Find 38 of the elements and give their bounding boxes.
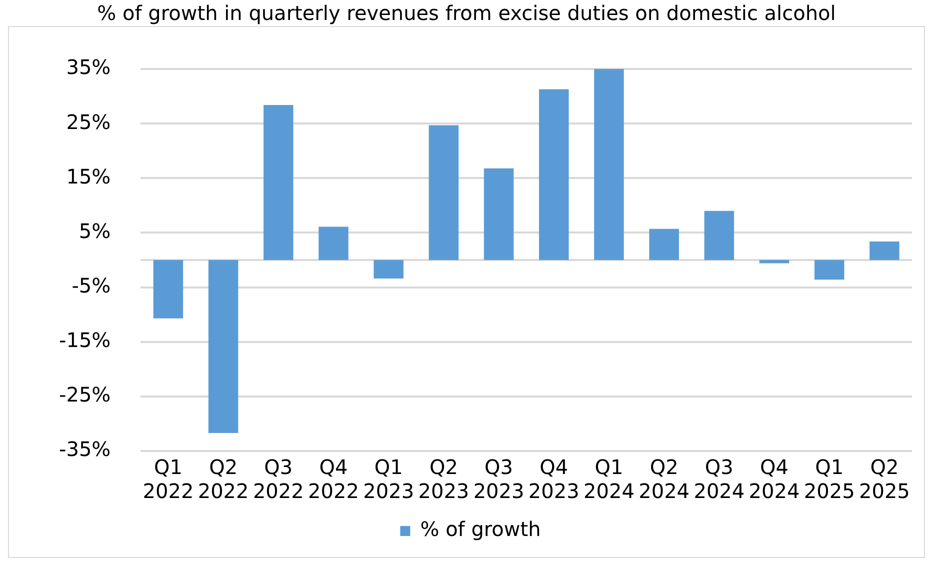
bar [484, 168, 514, 260]
y-tick-label: 5% [78, 218, 111, 243]
x-tick-label: Q4 2022 [308, 455, 359, 504]
bar [594, 69, 624, 260]
y-tick-label: -35% [59, 437, 111, 462]
x-tick-label: Q3 2024 [694, 455, 745, 504]
x-tick-label: Q3 2022 [252, 455, 304, 504]
bar [374, 260, 404, 279]
y-tick-label: 35% [66, 55, 111, 80]
x-tick-label: Q2 2022 [198, 455, 249, 504]
bar [153, 260, 184, 318]
y-tick-label: 25% [66, 110, 111, 134]
x-tick-label: Q4 2024 [748, 455, 800, 504]
bar [814, 260, 844, 280]
bar [649, 228, 679, 260]
chart-title: % of growth in quarterly revenues from excise duties on domestic alcohol [96, 0, 837, 26]
x-tick-label: Q1 2024 [584, 455, 634, 504]
bar [208, 260, 238, 433]
y-tick-label: 15% [66, 164, 111, 188]
bar [318, 226, 348, 260]
x-tick-label: Q2 2025 [859, 455, 910, 504]
y-tick-label: -5% [72, 273, 111, 298]
bar [759, 260, 790, 264]
bar [428, 125, 459, 260]
x-tick-label: Q2 2024 [638, 455, 690, 504]
x-tick-label: Q3 2023 [473, 455, 524, 504]
x-tick-label: Q2 2023 [418, 455, 470, 504]
x-tick-label: Q1 2023 [363, 455, 414, 504]
bar [704, 210, 734, 260]
x-tick-label: Q1 2025 [804, 455, 855, 504]
x-tick-label: Q4 2023 [528, 455, 580, 504]
y-tick-label: -25% [59, 382, 111, 407]
bar [539, 89, 569, 260]
x-tick-label: Q1 2022 [142, 455, 194, 504]
bar [870, 241, 900, 260]
legend-label: % of growth [420, 517, 541, 542]
bar [264, 105, 294, 260]
y-tick-label: -15% [59, 328, 111, 352]
